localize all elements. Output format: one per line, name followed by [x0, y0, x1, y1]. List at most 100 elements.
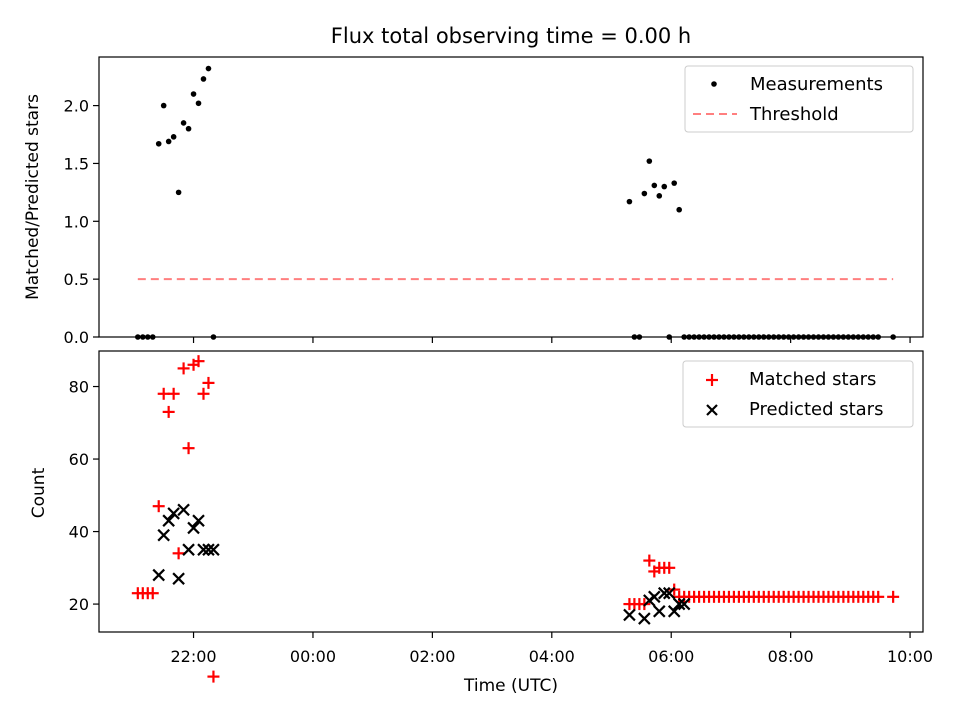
matched-star-point: [643, 554, 656, 567]
matched-star-point: [182, 442, 195, 455]
matched-star-point: [872, 590, 885, 603]
top-ytick-label: 1.5: [64, 154, 89, 173]
measurement-point: [195, 100, 202, 107]
measurement-point: [701, 334, 707, 340]
matched-star-point: [162, 405, 175, 418]
top-legend-box: [684, 65, 914, 133]
measurement-point: [830, 334, 837, 340]
measurement-point: [661, 183, 668, 190]
legend-threshold-label: Threshold: [749, 104, 839, 125]
measurement-point: [736, 334, 742, 340]
measurement-point: [800, 334, 807, 340]
matched-star-point: [152, 500, 165, 513]
measurement-point: [770, 334, 777, 340]
legend-matched-marker: [706, 374, 718, 386]
predicted-star-stroke-b: [162, 514, 175, 527]
measurement-point: [746, 334, 752, 340]
measurement-point: [890, 334, 896, 340]
predicted-star-point: [172, 572, 185, 585]
top-y-axis-label: Matched/Predicted stars: [23, 94, 43, 300]
measurement-point: [805, 334, 812, 340]
matched-star-point: [146, 587, 159, 600]
predicted-star-point: [157, 528, 170, 542]
predicted-star-stroke-b: [207, 543, 220, 556]
measurement-point: [656, 193, 663, 199]
measurement-point: [721, 334, 727, 340]
top-y-axis: 0.0 0.5 1.0 1.5 2.0: [64, 97, 99, 347]
measurement-point: [636, 334, 643, 340]
bottom-y-axis-label: Count: [29, 467, 49, 518]
measurement-point: [711, 334, 717, 340]
measurement-point: [751, 334, 757, 340]
predicted-star-stroke-b: [197, 543, 210, 556]
predicted-star-point: [623, 608, 636, 622]
predicted-star-point: [152, 568, 165, 582]
measurement-point: [170, 134, 177, 140]
predicted-star-stroke-b: [653, 605, 666, 618]
bottom-ytick-label: 20: [69, 595, 89, 614]
bottom-xtick-label: 22:00: [170, 647, 216, 666]
predicted-star-stroke-b: [648, 590, 661, 604]
legend-predicted-label: Predicted stars: [749, 399, 883, 420]
predicted-star-point: [187, 521, 200, 535]
bottom-plot-area: [98, 350, 924, 633]
measurement-point: [845, 334, 852, 340]
measurement-point: [135, 334, 141, 340]
measurement-point: [676, 206, 682, 213]
measurement-point: [726, 334, 732, 340]
measurement-point: [175, 189, 182, 196]
measurement-point: [741, 334, 747, 340]
measurement-point: [641, 190, 648, 197]
measurement-point: [785, 334, 792, 340]
predicted-star-stroke-b: [677, 597, 691, 611]
measurement-point: [765, 334, 772, 340]
matched-star-point: [167, 387, 180, 400]
top-series: [135, 65, 896, 340]
bottom-legend-box: [682, 360, 914, 428]
measurement-point: [149, 334, 156, 340]
matched-star-point: [207, 670, 220, 683]
measurement-point: [686, 334, 692, 340]
measurement-point: [815, 334, 822, 340]
predicted-star-stroke-b: [167, 507, 180, 520]
measurement-point: [716, 334, 722, 340]
matched-star-point: [177, 362, 190, 375]
top-legend: Measurements Threshold: [684, 65, 914, 133]
predicted-star-point: [167, 507, 180, 520]
top-ytick-label: 0.5: [64, 270, 89, 289]
bottom-ytick-label: 60: [69, 450, 89, 469]
matched-star-point: [172, 547, 185, 560]
measurement-point: [190, 91, 197, 97]
bottom-xtick-label: 04:00: [529, 647, 575, 666]
top-ytick-label: 2.0: [64, 97, 89, 116]
measurement-point: [205, 65, 212, 72]
measurement-point: [755, 334, 762, 340]
bottom-legend: Matched stars Predicted stars: [682, 360, 914, 428]
predicted-star-stroke-b: [187, 521, 200, 535]
matched-star-point: [197, 387, 210, 400]
measurement-point: [144, 334, 151, 340]
predicted-star-point: [667, 605, 681, 618]
measurement-point: [696, 334, 702, 340]
predicted-star-point: [197, 543, 210, 556]
measurement-point: [200, 76, 207, 82]
measurement-point: [850, 334, 857, 340]
measurement-point: [139, 334, 146, 340]
predicted-star-point: [177, 503, 190, 517]
bottom-xtick-label: 00:00: [290, 647, 336, 666]
measurement-point: [646, 158, 653, 164]
predicted-star-stroke-b: [623, 608, 636, 622]
predicted-star-point: [677, 597, 691, 611]
predicted-star-point: [182, 543, 195, 556]
predicted-star-point: [653, 605, 666, 618]
bottom-y-axis: 20 40 60 80: [69, 378, 99, 614]
measurement-point: [855, 334, 862, 340]
measurement-point: [875, 334, 882, 340]
bottom-xtick-label: 06:00: [648, 647, 694, 666]
bottom-panel: 20 40 60 80 22:00 00:00 02:00 04:00 06:00 08:00 1…: [29, 350, 933, 696]
predicted-star-stroke-b: [667, 605, 681, 618]
predicted-star-stroke-b: [638, 612, 651, 625]
predicted-star-point: [207, 543, 220, 556]
measurement-point: [860, 334, 867, 340]
predicted-star-point: [648, 590, 661, 604]
